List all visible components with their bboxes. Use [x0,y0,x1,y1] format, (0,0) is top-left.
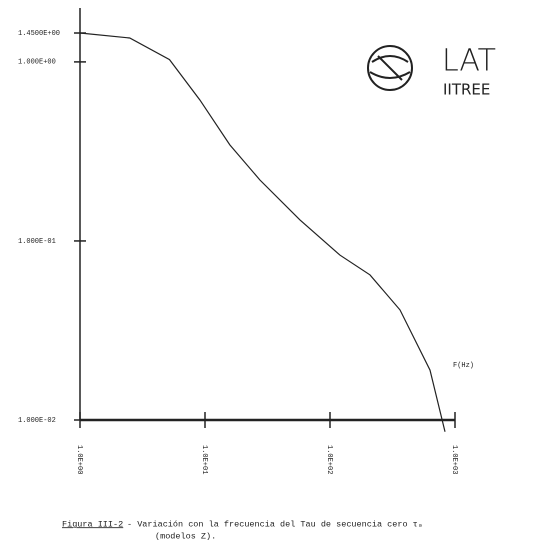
y-tick-label: 1.000E-01 [18,238,56,246]
logo: LAT IITREE [367,44,496,99]
y-tick-label: 1.4500E+00 [18,30,60,38]
caption-text: - Variación con la frecuencia del Tau de… [127,519,423,529]
logo-subtitle: IITREE [443,81,490,99]
x-tick-label: 1.0E+03 [450,445,458,474]
logo-lines [369,55,411,81]
line-series [79,32,446,432]
x-tick-label: 1.0E+01 [200,445,208,474]
y-tick-label: 1.000E+00 [18,59,56,67]
x-tick-label: 1.0E+02 [325,445,333,474]
y-tick-label: 1.000E-02 [18,417,56,425]
caption-label: Figura III-2 [62,519,123,529]
logo-globe [367,45,413,91]
caption-text2: (modelos Z). [155,531,216,541]
x-tick-label: 1.0E+00 [75,445,83,474]
x-axis-label: F(Hz) [453,362,474,370]
logo-title: LAT [442,44,496,79]
